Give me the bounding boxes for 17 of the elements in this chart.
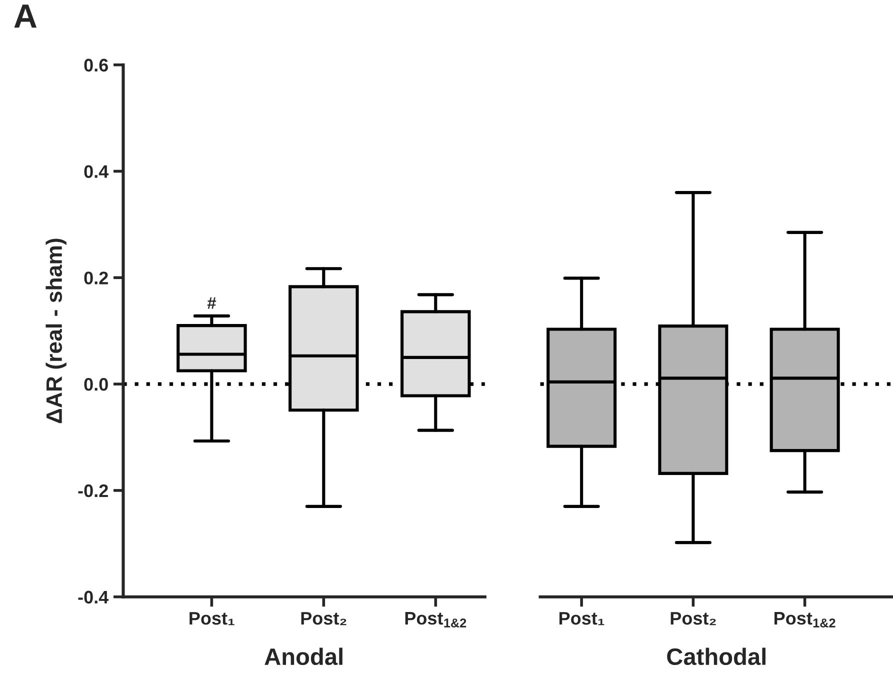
x-axis-title: Cathodal: [667, 648, 766, 666]
y-tick-label: 0.0: [84, 378, 108, 391]
y-tick-label: -0.2: [78, 484, 108, 498]
x-tick-label: Post$_{1&2}$: [774, 612, 836, 628]
x-tick-label: Post₂: [670, 612, 716, 626]
y-tick-label: 0.2: [84, 272, 108, 284]
text: A: [14, 4, 37, 28]
x-axis-title: Anodal: [264, 648, 342, 666]
y-axis-title: ΔAR (real - sham): [46, 238, 66, 424]
y-tick-label: 0.4: [84, 165, 109, 178]
y-tick-label: 0.6: [84, 58, 108, 72]
x-tick-label: Post₁: [190, 612, 234, 626]
x-tick-label: Post₂: [301, 612, 346, 626]
y-tick-label: -0.4: [78, 590, 109, 604]
x-tick-label: Post₁: [559, 612, 604, 626]
x-tick-label: Post$_{1&2}$: [405, 612, 466, 628]
annotation: #: [207, 297, 216, 309]
